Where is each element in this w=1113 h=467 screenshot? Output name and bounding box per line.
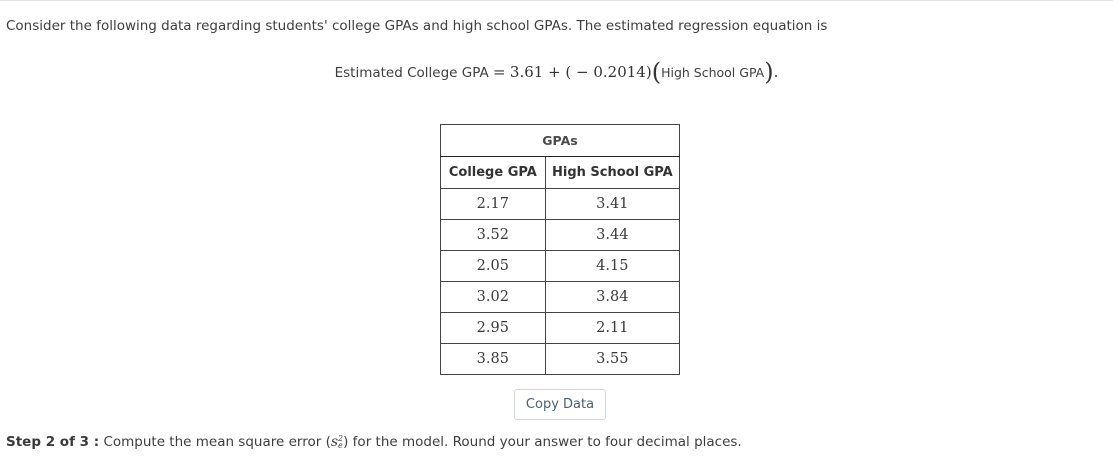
high-school-gpa-cell: 3.84 <box>544 281 681 313</box>
regression-equation: Estimated College GPA = 3.61 + ( − 0.201… <box>0 58 1113 86</box>
table-row: 2.95 2.11 <box>440 312 681 344</box>
step-text-before: Compute the mean square error ( <box>103 434 331 450</box>
college-gpa-cell: 2.05 <box>440 250 546 282</box>
step-label: Step 2 of 3 : <box>6 434 100 450</box>
college-gpa-cell: 2.17 <box>440 188 546 220</box>
high-school-gpa-cell: 4.15 <box>544 250 681 282</box>
high-school-gpa-cell: 3.41 <box>544 188 681 220</box>
column-header-college-gpa: College GPA <box>440 156 546 189</box>
equation-close-paren: ) <box>764 58 774 86</box>
table-row: 3.85 3.55 <box>440 343 681 375</box>
equation-open-paren: ( <box>651 58 662 86</box>
copy-data-button[interactable]: Copy Data <box>514 389 606 420</box>
table-row: 3.52 3.44 <box>440 219 681 251</box>
high-school-gpa-cell: 2.11 <box>544 312 681 344</box>
table-row: 2.17 3.41 <box>440 188 681 220</box>
top-divider <box>0 0 1113 1</box>
step-text-after: ) for the model. Round your answer to fo… <box>343 434 742 450</box>
table-caption: GPAs <box>440 124 680 157</box>
table-row: 2.05 4.15 <box>440 250 681 282</box>
college-gpa-cell: 3.52 <box>440 219 546 251</box>
table-row: 3.02 3.84 <box>440 281 681 313</box>
equation-variable: High School GPA <box>661 65 765 80</box>
column-header-high-school-gpa: High School GPA <box>544 156 681 189</box>
equation-coefficients: 3.61 + ( − 0.2014) <box>509 63 652 81</box>
step-instruction: Step 2 of 3 : Compute the mean square er… <box>6 434 742 450</box>
problem-intro: Consider the following data regarding st… <box>6 18 828 34</box>
equation-equals: = <box>493 63 506 81</box>
high-school-gpa-cell: 3.44 <box>544 219 681 251</box>
mse-symbol-subscript: e <box>338 441 343 450</box>
high-school-gpa-cell: 3.55 <box>544 343 681 375</box>
college-gpa-cell: 3.02 <box>440 281 546 313</box>
mse-symbol-superscript: 2 <box>338 434 344 443</box>
college-gpa-cell: 2.95 <box>440 312 546 344</box>
equation-lhs: Estimated College GPA <box>334 65 489 81</box>
mse-symbol-base: s <box>330 434 339 450</box>
college-gpa-cell: 3.85 <box>440 343 546 375</box>
gpa-data-table: GPAs College GPA High School GPA 2.17 3.… <box>440 124 681 375</box>
equation-period: . <box>773 63 779 81</box>
